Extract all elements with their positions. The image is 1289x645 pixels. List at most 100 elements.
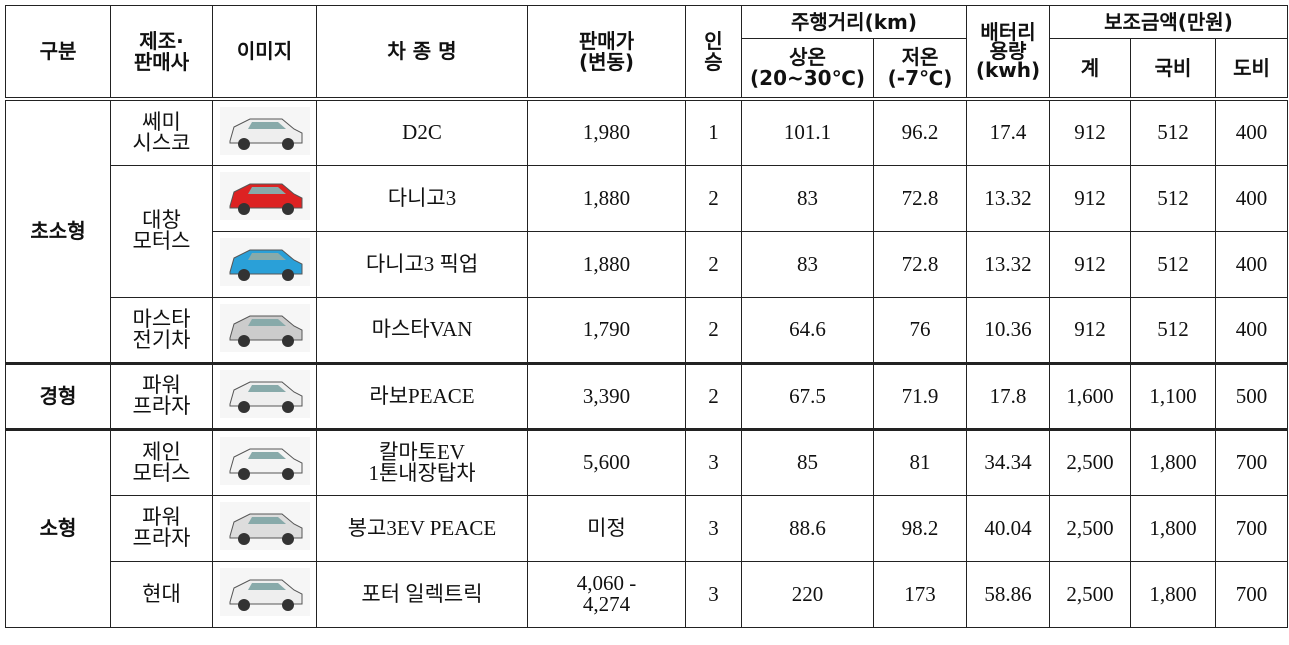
total-cell: 912 <box>1050 231 1131 297</box>
header-cell: 저온 (-7℃) <box>874 39 967 100</box>
national-cell: 512 <box>1131 231 1216 297</box>
range-cold-cell: 173 <box>874 561 967 627</box>
provincial-cell: 700 <box>1216 429 1288 495</box>
national-cell: 1,800 <box>1131 429 1216 495</box>
national-cell: 1,100 <box>1131 363 1216 429</box>
image-cell <box>213 99 317 165</box>
price-cell: 미정 <box>528 495 686 561</box>
header-cell: 인 승 <box>686 6 742 100</box>
provincial-cell: 700 <box>1216 495 1288 561</box>
total-cell: 2,500 <box>1050 429 1131 495</box>
name-cell: 마스타VAN <box>317 297 528 363</box>
battery-cell: 13.32 <box>967 165 1050 231</box>
total-cell: 912 <box>1050 99 1131 165</box>
image-cell <box>213 561 317 627</box>
image-cell <box>213 429 317 495</box>
provincial-cell: 500 <box>1216 363 1288 429</box>
car-image <box>220 568 310 616</box>
header-cell: 이미지 <box>213 6 317 100</box>
provincial-cell: 400 <box>1216 231 1288 297</box>
header-cell: 상온 (20~30℃) <box>742 39 874 100</box>
header-cell: 배터리 용량 (kwh) <box>967 6 1050 100</box>
range-room-cell: 88.6 <box>742 495 874 561</box>
range-room-cell: 220 <box>742 561 874 627</box>
national-cell: 1,800 <box>1131 495 1216 561</box>
seats-cell: 3 <box>686 495 742 561</box>
range-room-cell: 85 <box>742 429 874 495</box>
total-cell: 2,500 <box>1050 495 1131 561</box>
battery-cell: 10.36 <box>967 297 1050 363</box>
total-cell: 912 <box>1050 165 1131 231</box>
header-cell: 차 종 명 <box>317 6 528 100</box>
range-room-cell: 101.1 <box>742 99 874 165</box>
range-cold-cell: 72.8 <box>874 165 967 231</box>
car-image <box>220 238 310 286</box>
name-cell: D2C <box>317 99 528 165</box>
image-cell <box>213 363 317 429</box>
seats-cell: 1 <box>686 99 742 165</box>
image-cell <box>213 165 317 231</box>
battery-cell: 58.86 <box>967 561 1050 627</box>
range-cold-cell: 96.2 <box>874 99 967 165</box>
battery-cell: 13.32 <box>967 231 1050 297</box>
price-cell: 4,060 - 4,274 <box>528 561 686 627</box>
category-cell: 초소형 <box>6 99 111 363</box>
header-cell: 제조· 판매사 <box>111 6 213 100</box>
name-cell: 다니고3 <box>317 165 528 231</box>
provincial-cell: 400 <box>1216 99 1288 165</box>
battery-cell: 17.8 <box>967 363 1050 429</box>
price-cell: 1,980 <box>528 99 686 165</box>
total-cell: 2,500 <box>1050 561 1131 627</box>
price-cell: 1,790 <box>528 297 686 363</box>
header-cell: 도비 <box>1216 39 1288 100</box>
range-cold-cell: 72.8 <box>874 231 967 297</box>
national-cell: 512 <box>1131 297 1216 363</box>
total-cell: 912 <box>1050 297 1131 363</box>
name-cell: 포터 일렉트릭 <box>317 561 528 627</box>
price-cell: 3,390 <box>528 363 686 429</box>
price-cell: 1,880 <box>528 231 686 297</box>
provincial-cell: 400 <box>1216 165 1288 231</box>
maker-cell: 마스타 전기차 <box>111 297 213 363</box>
category-cell: 소형 <box>6 429 111 627</box>
seats-cell: 2 <box>686 297 742 363</box>
national-cell: 1,800 <box>1131 561 1216 627</box>
header-cell: 주행거리(km) <box>742 6 967 39</box>
car-image <box>220 304 310 352</box>
name-cell: 라보PEACE <box>317 363 528 429</box>
name-cell: 봉고3EV PEACE <box>317 495 528 561</box>
maker-cell: 파워 프라자 <box>111 495 213 561</box>
car-image <box>220 370 310 418</box>
header-cell: 보조금액(만원) <box>1050 6 1288 39</box>
price-cell: 5,600 <box>528 429 686 495</box>
seats-cell: 2 <box>686 363 742 429</box>
header-cell: 국비 <box>1131 39 1216 100</box>
seats-cell: 2 <box>686 165 742 231</box>
range-cold-cell: 98.2 <box>874 495 967 561</box>
range-room-cell: 67.5 <box>742 363 874 429</box>
seats-cell: 2 <box>686 231 742 297</box>
provincial-cell: 700 <box>1216 561 1288 627</box>
name-cell: 다니고3 픽업 <box>317 231 528 297</box>
national-cell: 512 <box>1131 165 1216 231</box>
total-cell: 1,600 <box>1050 363 1131 429</box>
maker-cell: 대창 모터스 <box>111 165 213 297</box>
header-cell: 구분 <box>6 6 111 100</box>
price-cell: 1,880 <box>528 165 686 231</box>
car-image <box>220 172 310 220</box>
range-cold-cell: 81 <box>874 429 967 495</box>
provincial-cell: 400 <box>1216 297 1288 363</box>
national-cell: 512 <box>1131 99 1216 165</box>
table-row: 경형파워 프라자라보PEACE3,390267.571.917.81,6001,… <box>6 363 1288 429</box>
maker-cell: 현대 <box>111 561 213 627</box>
battery-cell: 40.04 <box>967 495 1050 561</box>
range-room-cell: 83 <box>742 231 874 297</box>
header-cell: 계 <box>1050 39 1131 100</box>
battery-cell: 34.34 <box>967 429 1050 495</box>
